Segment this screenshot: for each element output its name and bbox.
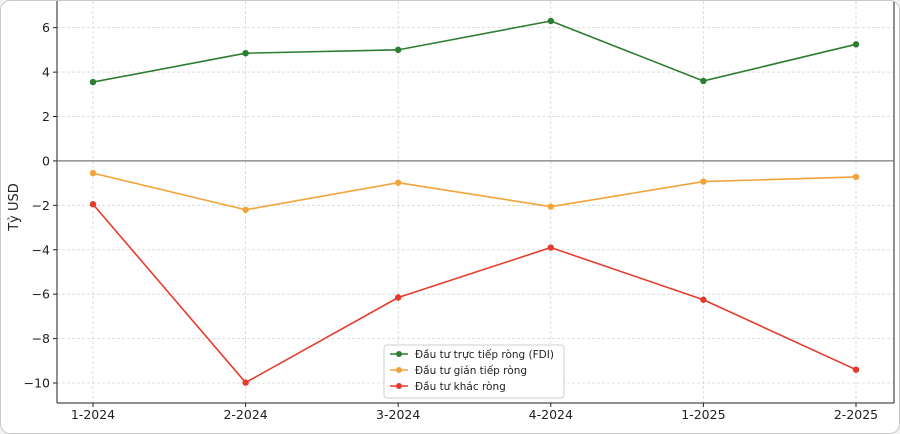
data-point (547, 203, 554, 210)
data-point (395, 179, 402, 186)
data-point (89, 78, 97, 86)
x-tick-label: 2-2024 (223, 407, 267, 422)
series-line (92, 203, 857, 384)
x-tick-label: 2-2025 (834, 407, 878, 422)
axes (53, 1, 895, 407)
data-point (89, 169, 97, 177)
x-tick-label: 1-2025 (681, 407, 725, 422)
data-point (852, 41, 860, 48)
y-tick-label: −4 (32, 242, 50, 257)
series-layer (89, 17, 860, 386)
y-tick-label: 2 (42, 109, 50, 124)
data-point (700, 77, 707, 85)
data-point (700, 296, 707, 303)
data-point (242, 379, 249, 386)
y-axis-label: Tỷ USD (7, 183, 22, 232)
data-point (89, 201, 97, 208)
legend-box (383, 344, 565, 399)
series-line (92, 20, 857, 83)
y-tick-label: −10 (24, 376, 50, 391)
y-tick-label: −2 (32, 198, 50, 213)
legend-label: Đầu tư gián tiếp ròng (415, 365, 527, 377)
legend-swatch-marker (396, 383, 402, 389)
x-tick-label: 1-2024 (71, 407, 115, 422)
legend-swatch-marker (396, 367, 402, 373)
data-point (852, 173, 860, 181)
y-tick-label: 6 (42, 20, 50, 35)
legend-label: Đầu tư trực tiếp ròng (FDI) (415, 349, 554, 361)
y-tick-label: −6 (32, 287, 50, 302)
series-2 (89, 169, 860, 213)
data-point (395, 46, 402, 54)
x-tick-label: 4-2024 (529, 407, 573, 422)
tick-labels: −10 −8 −6 −4 −2 0 2 4 6 1-2024 2-2024 3-2024 4-2024 1… (7, 20, 878, 422)
data-point (547, 17, 554, 25)
series-1 (89, 17, 860, 86)
data-point (547, 244, 554, 251)
series-3 (89, 201, 860, 386)
data-point (242, 49, 249, 57)
series-line (92, 172, 857, 211)
data-point (852, 366, 860, 373)
y-tick-label: 0 (42, 153, 50, 168)
data-point (700, 178, 707, 185)
legend-swatch-marker (396, 351, 402, 357)
grid (57, 1, 894, 403)
legend: Đầu tư trực tiếp ròng (FDI) Đầu tư gián t… (383, 344, 565, 399)
x-tick-label: 3-2024 (376, 407, 420, 422)
data-point (395, 294, 402, 301)
y-tick-label: −8 (32, 331, 50, 346)
data-point (242, 206, 249, 213)
legend-label: Đầu tư khác ròng (415, 381, 506, 393)
y-tick-label: 4 (42, 65, 50, 80)
